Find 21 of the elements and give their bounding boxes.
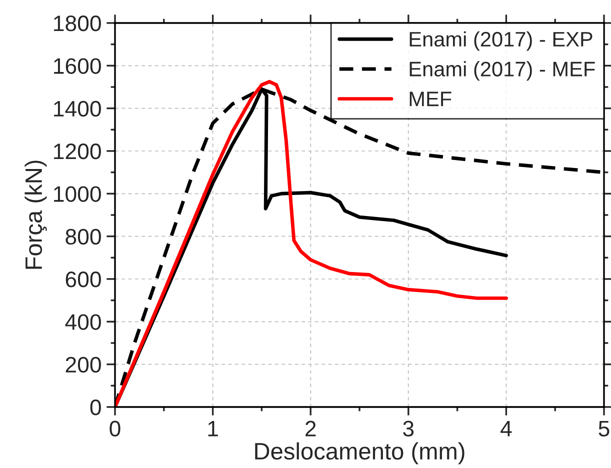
y-tick-label: 1400 — [54, 100, 101, 117]
legend-label: Enami (2017) - EXP — [410, 31, 592, 51]
x-tick-label: 2 — [306, 420, 316, 436]
x-tick-label: 3 — [403, 420, 414, 437]
x-tick-label: 5 — [598, 421, 610, 437]
y-tick-label: 0 — [90, 400, 101, 416]
y-axis-title: Força (kN) — [24, 160, 47, 269]
y-tick-label: 800 — [66, 228, 101, 245]
y-tick-label: 1200 — [54, 144, 101, 160]
y-tick-label: 1000 — [54, 186, 101, 202]
x-tick-label: 4 — [500, 421, 512, 436]
x-tick-label: 1 — [208, 421, 218, 436]
y-tick-label: 600 — [66, 272, 101, 288]
legend-label: MEF — [410, 92, 452, 106]
y-tick-label: 400 — [65, 314, 101, 330]
legend-label: Enami (2017) - MEF — [410, 61, 595, 81]
y-tick-label: 1800 — [54, 16, 101, 32]
y-tick-label: 1600 — [54, 58, 101, 74]
x-tick-label: 0 — [110, 420, 120, 437]
x-axis-title: Deslocamento (mm) — [255, 442, 464, 464]
y-tick-label: 200 — [66, 356, 101, 373]
